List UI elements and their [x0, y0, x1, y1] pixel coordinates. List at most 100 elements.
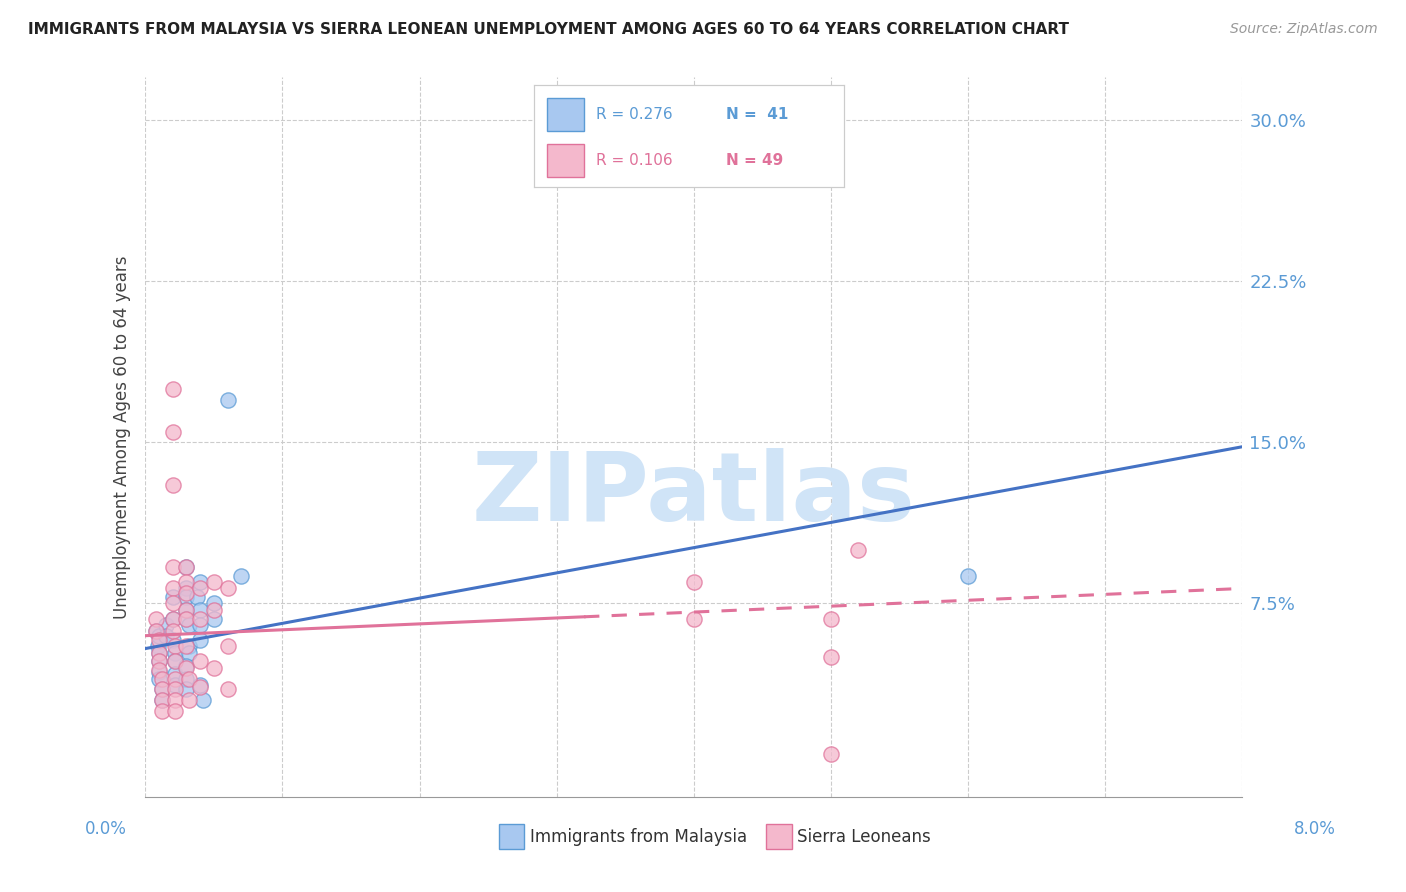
Point — [176, 590, 198, 604]
Point — [179, 618, 201, 632]
Point — [176, 586, 198, 600]
Point — [176, 611, 198, 625]
Text: ZIPatlas: ZIPatlas — [472, 448, 915, 541]
Point — [165, 655, 187, 669]
Point — [148, 632, 170, 647]
Text: 8.0%: 8.0% — [1294, 820, 1336, 838]
Point — [165, 693, 187, 707]
Point — [146, 640, 169, 654]
Point — [148, 655, 170, 669]
Y-axis label: Unemployment Among Ages 60 to 64 years: Unemployment Among Ages 60 to 64 years — [114, 255, 131, 619]
Point — [148, 672, 170, 686]
Point — [145, 611, 167, 625]
Text: R = 0.106: R = 0.106 — [596, 153, 672, 169]
Point — [162, 611, 184, 625]
Point — [148, 629, 170, 643]
Point — [162, 582, 184, 596]
Point — [150, 672, 173, 686]
Point — [217, 582, 239, 596]
Text: Immigrants from Malaysia: Immigrants from Malaysia — [530, 828, 747, 846]
Point — [179, 672, 201, 686]
Point — [188, 655, 211, 669]
Point — [957, 568, 980, 582]
Point — [191, 693, 214, 707]
Point — [188, 582, 211, 596]
Point — [820, 747, 842, 761]
Point — [202, 661, 225, 675]
Point — [217, 682, 239, 697]
Point — [682, 574, 704, 589]
Point — [155, 618, 177, 632]
Point — [848, 542, 870, 557]
Point — [202, 603, 225, 617]
Text: 0.0%: 0.0% — [84, 820, 127, 838]
Point — [217, 640, 239, 654]
Point — [188, 603, 211, 617]
Text: Sierra Leoneans: Sierra Leoneans — [797, 828, 931, 846]
Bar — [547, 98, 583, 131]
Point — [179, 640, 201, 654]
Point — [176, 658, 198, 673]
Text: Source: ZipAtlas.com: Source: ZipAtlas.com — [1230, 22, 1378, 37]
Point — [162, 478, 184, 492]
Point — [150, 693, 173, 707]
Point — [162, 611, 184, 625]
Point — [165, 678, 187, 692]
Point — [176, 611, 198, 625]
Point — [148, 665, 170, 680]
Point — [188, 680, 211, 694]
Point — [145, 624, 167, 639]
Point — [188, 678, 211, 692]
Point — [188, 632, 211, 647]
Point — [176, 682, 198, 697]
Point — [176, 640, 198, 654]
Point — [162, 632, 184, 647]
Point — [162, 425, 184, 439]
Text: N = 49: N = 49 — [725, 153, 783, 169]
Point — [176, 560, 198, 574]
Point — [150, 704, 173, 718]
Point — [165, 646, 187, 660]
Point — [165, 655, 187, 669]
Point — [176, 560, 198, 574]
Point — [186, 590, 208, 604]
Point — [179, 646, 201, 660]
Point — [231, 568, 253, 582]
Point — [150, 682, 173, 697]
Point — [165, 672, 187, 686]
Point — [145, 624, 167, 639]
Point — [150, 682, 173, 697]
Point — [162, 597, 184, 611]
Point — [155, 629, 177, 643]
Point — [176, 603, 198, 617]
Point — [162, 624, 184, 639]
Point — [165, 667, 187, 681]
Point — [176, 603, 198, 617]
Point — [202, 574, 225, 589]
Point — [176, 574, 198, 589]
Text: R = 0.276: R = 0.276 — [596, 107, 672, 122]
Point — [217, 392, 239, 407]
Point — [820, 650, 842, 665]
Point — [820, 611, 842, 625]
Point — [176, 661, 198, 675]
Point — [179, 693, 201, 707]
Point — [162, 560, 184, 574]
Point — [188, 618, 211, 632]
Point — [165, 704, 187, 718]
Point — [165, 640, 187, 654]
Point — [148, 646, 170, 660]
Point — [148, 646, 170, 660]
Point — [176, 582, 198, 596]
Text: IMMIGRANTS FROM MALAYSIA VS SIERRA LEONEAN UNEMPLOYMENT AMONG AGES 60 TO 64 YEAR: IMMIGRANTS FROM MALAYSIA VS SIERRA LEONE… — [28, 22, 1069, 37]
Point — [148, 663, 170, 677]
Bar — [547, 145, 583, 177]
Text: N =  41: N = 41 — [725, 107, 789, 122]
Point — [176, 672, 198, 686]
Point — [188, 611, 211, 625]
Point — [148, 655, 170, 669]
Point — [162, 382, 184, 396]
Point — [202, 597, 225, 611]
Point — [202, 611, 225, 625]
Point — [162, 590, 184, 604]
